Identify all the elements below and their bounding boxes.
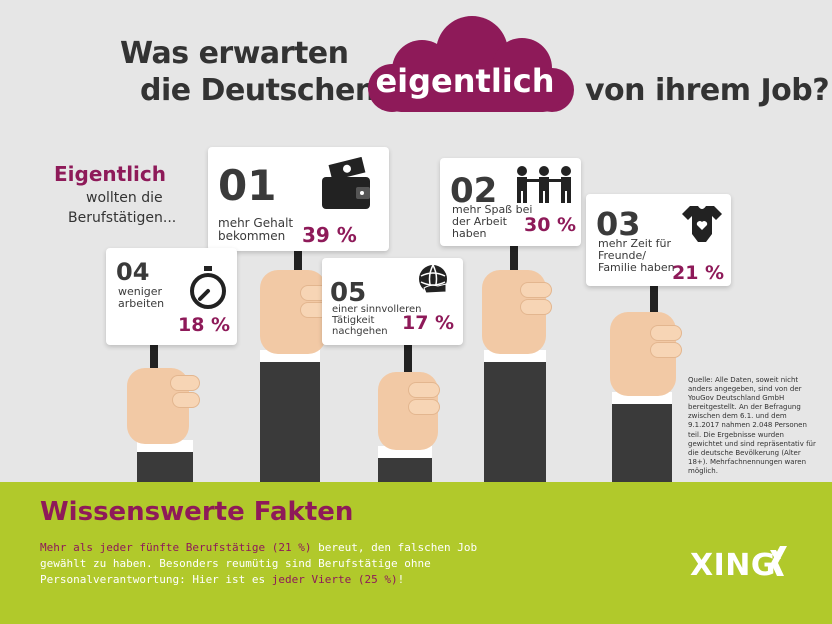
- sign-02-percent: 30 %: [524, 214, 577, 236]
- facts-highlight-2: jeder Vierte (25 %): [271, 572, 398, 586]
- sleeve-05: [378, 456, 432, 482]
- sign-03-number: 03: [596, 205, 641, 243]
- facts-band: [0, 482, 832, 624]
- facts-title: Wissenswerte Fakten: [40, 497, 354, 527]
- title-highlight: eigentlich: [375, 62, 555, 100]
- finger: [170, 375, 200, 391]
- sign-01-percent: 39 %: [302, 223, 357, 247]
- facts-highlight-1: jeder fünfte Berufstätige (21 %): [99, 541, 312, 554]
- sign-05-desc: einer sinnvolleren Tätigkeit nachgehen: [332, 304, 422, 337]
- finger: [408, 399, 440, 415]
- sign-04-percent: 18 %: [178, 314, 231, 336]
- sign-02-stick: [510, 238, 518, 298]
- sign-03-desc: mehr Zeit für Freunde/ Familie haben: [598, 237, 675, 275]
- xing-logo-icon: [770, 546, 787, 576]
- sign-01: 01 mehr Gehalt bekommen 39 %: [208, 147, 389, 251]
- sign-01-number: 01: [218, 161, 277, 210]
- finger: [408, 382, 440, 398]
- finger: [650, 325, 682, 341]
- sign-03-stick: [650, 285, 658, 335]
- baby-onesie-icon: [682, 206, 722, 242]
- facts-text: Mehr als jeder fünfte Berufstätige (21 %…: [40, 540, 520, 588]
- globe-hand-icon: [419, 264, 447, 294]
- stopwatch-icon: [190, 266, 226, 309]
- sign-04-number: 04: [116, 258, 150, 286]
- intro-line-2: wollten die: [86, 190, 163, 206]
- intro-emphasis: Eigentlich: [54, 162, 167, 186]
- finger: [520, 299, 552, 315]
- sign-04-desc: weniger arbeiten: [118, 285, 165, 311]
- sign-05-number: 05: [330, 278, 367, 308]
- facts-text-part: bereut, den falschen Job gewählt zu habe…: [40, 541, 478, 586]
- finger: [520, 282, 552, 298]
- cloud-shape: [368, 16, 574, 112]
- sign-05-stick: [404, 330, 412, 390]
- sign-05-percent: 17 %: [402, 312, 455, 334]
- sign-01-desc: mehr Gehalt bekommen: [218, 216, 294, 244]
- sleeve-02: [484, 360, 546, 482]
- sign-04: 04 weniger arbeiten 18 %: [106, 248, 237, 345]
- team-icon: [517, 166, 571, 203]
- sign-03: 03 mehr Zeit für Freunde/ Familie haben …: [586, 194, 731, 286]
- sleeve-01: [260, 360, 320, 482]
- title-line-2: die Deutschen: [140, 73, 376, 108]
- title-line-3: von ihrem Job?: [585, 73, 830, 108]
- facts-text-part: Mehr als: [40, 541, 100, 554]
- sign-05: 05 einer sinnvolleren Tätigkeit nachgehe…: [322, 258, 463, 345]
- xing-logo-text[interactable]: XING: [690, 548, 777, 583]
- sign-02: 02 mehr Spaß bei der Arbeit haben 30 %: [440, 158, 581, 246]
- sign-02-desc: mehr Spaß bei der Arbeit haben: [452, 203, 533, 241]
- finger: [650, 342, 682, 358]
- sign-03-percent: 21 %: [672, 262, 725, 284]
- source-note: Quelle: Alle Daten, soweit nicht anders …: [688, 376, 816, 475]
- sign-02-number: 02: [450, 171, 498, 211]
- facts-text-part: !: [397, 572, 405, 586]
- wallet-icon: [322, 157, 370, 209]
- intro-line-3: Berufstätigen...: [68, 210, 177, 226]
- title-line-1: Was erwarten: [120, 36, 349, 71]
- finger: [172, 392, 200, 408]
- sleeve-03: [612, 402, 672, 482]
- sleeve-04: [137, 450, 193, 482]
